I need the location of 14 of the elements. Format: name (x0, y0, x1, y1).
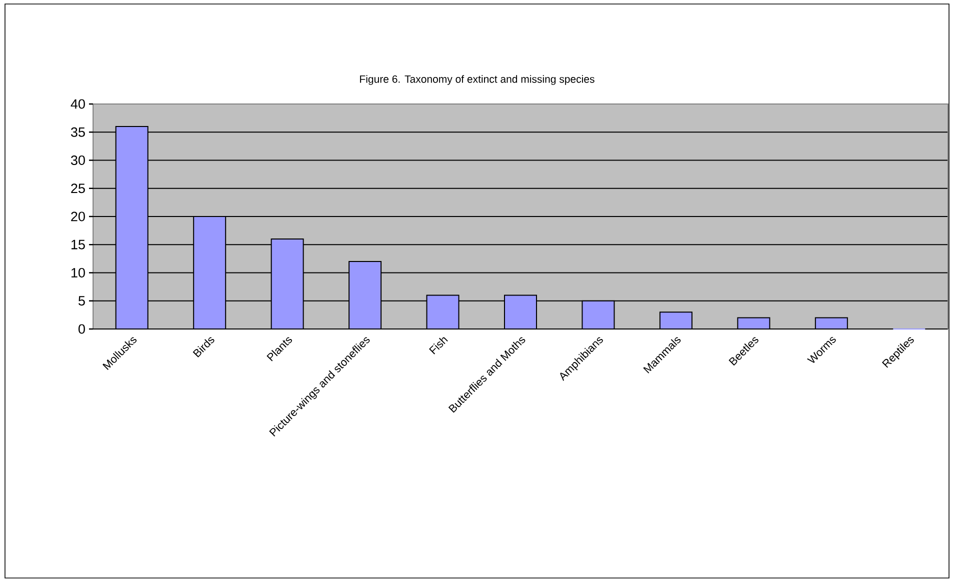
y-tick-label: 10 (71, 268, 85, 278)
bar (659, 312, 692, 330)
y-tick-label: 25 (71, 184, 85, 194)
x-tick-label: Fish (429, 337, 448, 354)
y-tick-label: 0 (78, 324, 85, 334)
y-tick-label: 15 (71, 240, 85, 250)
y-tick-label: 35 (70, 127, 85, 137)
chart-title: Figure 6. Taxonomy of extinct and missing species (360, 75, 594, 85)
bar (814, 317, 848, 330)
y-tick-label: 30 (70, 155, 85, 166)
bar (737, 317, 770, 330)
y-tick-label: 20 (71, 212, 85, 222)
y-tick-label: 5 (78, 296, 85, 306)
y-tick-label: 40 (70, 99, 85, 109)
